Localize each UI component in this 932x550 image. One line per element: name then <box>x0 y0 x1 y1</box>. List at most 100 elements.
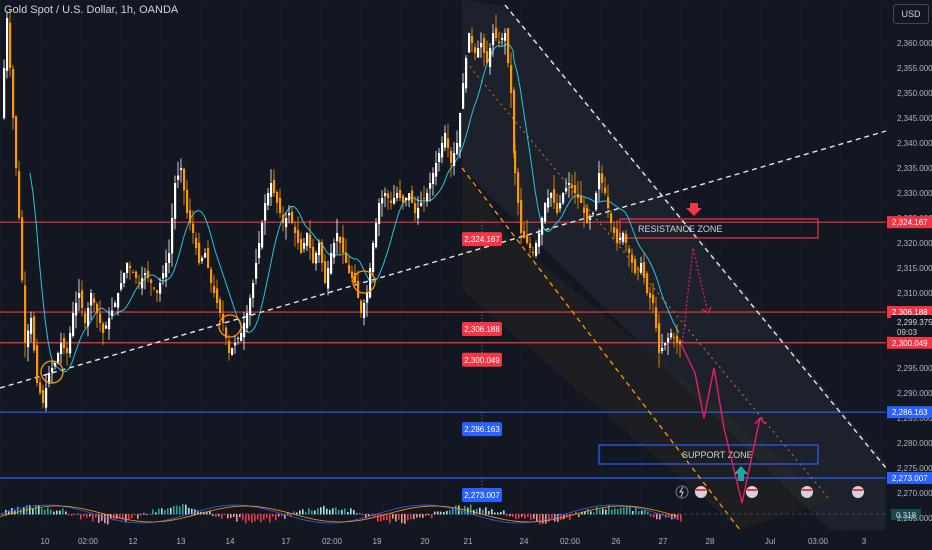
candle-body <box>288 213 291 216</box>
candle-body <box>601 173 604 183</box>
candle-body <box>177 175 180 180</box>
candles <box>3 9 682 412</box>
macd-bar <box>563 514 565 520</box>
candle-body <box>673 336 676 338</box>
channel-midline[interactable] <box>465 61 831 501</box>
candle-body <box>396 193 399 199</box>
resistance-projection[interactable] <box>681 247 709 347</box>
macd-bar <box>341 509 343 515</box>
macd-bar <box>659 514 661 520</box>
candle-body <box>60 343 63 354</box>
macd-bar <box>224 514 226 516</box>
candle-body <box>294 226 297 233</box>
level-tag[interactable] <box>462 422 502 437</box>
candle-body <box>517 172 520 203</box>
candle-body <box>234 343 237 346</box>
macd-bar <box>338 510 340 515</box>
price-axis[interactable]: 2,360.000 2,355.000 2,350.000 2,345.000 2,34… <box>897 39 932 548</box>
support-zone-box[interactable] <box>598 444 819 465</box>
descending-upper-trendline[interactable] <box>504 4 887 469</box>
level-tag[interactable] <box>462 352 502 367</box>
level-tag-label: 2,324.167 <box>464 235 500 244</box>
candle-body <box>520 200 523 233</box>
up-arrow-icon <box>734 466 748 481</box>
level-tag[interactable] <box>462 487 502 502</box>
candle-body <box>300 238 303 253</box>
axis-level-label: 2,286.163 <box>892 408 928 417</box>
macd-bar <box>47 507 49 515</box>
candle-body <box>33 316 36 351</box>
ascending-trendline[interactable] <box>0 130 887 389</box>
price-tick-label: 2,280.000 <box>897 439 932 448</box>
candle-body <box>501 38 504 40</box>
time-tick-label: 17 <box>282 537 291 546</box>
candle-body <box>189 210 192 223</box>
price-tick-label: 2,330.000 <box>897 189 932 198</box>
candle-body <box>12 68 15 118</box>
price-tick-label: 2,295.000 <box>897 364 932 373</box>
descending-lower-trendline[interactable] <box>461 167 741 531</box>
macd-bar <box>626 506 628 515</box>
candle-body <box>339 236 342 243</box>
candle-body <box>27 330 30 348</box>
us-flag-icon[interactable] <box>852 486 864 498</box>
candle-body <box>577 194 580 198</box>
touch-circle[interactable] <box>218 314 242 338</box>
macd-bar <box>428 514 430 516</box>
candle-body <box>504 33 507 41</box>
level-tag[interactable] <box>462 322 502 337</box>
macd-bar <box>293 511 295 515</box>
us-flag-icon[interactable] <box>746 486 758 498</box>
touch-circle[interactable] <box>352 270 376 294</box>
candle-body <box>51 368 54 372</box>
candle-body <box>129 265 132 268</box>
macd-bar <box>536 514 538 522</box>
macd-bar <box>497 512 499 515</box>
level-tag[interactable] <box>462 232 502 247</box>
resistance-zone-box[interactable] <box>619 218 819 239</box>
candle-body <box>507 28 510 64</box>
macd-bar <box>146 514 148 516</box>
currency-button[interactable]: USD <box>893 4 929 24</box>
ma-line[interactable] <box>29 43 680 373</box>
inner-channel[interactable] <box>462 168 830 530</box>
macd-bar <box>227 514 229 519</box>
macd-bar <box>152 509 154 515</box>
macd-bar <box>41 508 43 515</box>
macd-bar <box>281 514 283 517</box>
current-price-countdown: 09:03 <box>897 328 918 337</box>
projected-path[interactable] <box>681 345 761 504</box>
price-tick-label: 2,290.000 <box>897 389 932 398</box>
candle-body <box>417 208 420 219</box>
macd-bar <box>671 514 673 520</box>
candle-body <box>228 340 231 353</box>
time-axis[interactable]: 10 02:00 12 13 14 17 02:00 19 20 21 24 02:00 26 27 28 J… <box>41 537 867 546</box>
macd-bar <box>512 514 514 517</box>
macd-bar <box>95 514 97 518</box>
candle-body <box>541 218 544 235</box>
macd-bar <box>140 514 142 516</box>
macd-bar <box>590 511 592 515</box>
price-tick-label: 2,320.000 <box>897 239 932 248</box>
candle-body <box>468 33 471 53</box>
touch-circle[interactable] <box>40 360 64 384</box>
current-price-tag <box>891 315 932 337</box>
descending-channel[interactable] <box>462 0 890 530</box>
candle-body <box>526 234 529 243</box>
price-tick-label: 2,270.000 <box>897 489 932 498</box>
flash-icon[interactable] <box>675 485 689 499</box>
us-flag-icon[interactable] <box>695 486 707 498</box>
macd-bar <box>305 512 307 515</box>
candle-body <box>547 198 550 208</box>
candle-body <box>357 281 360 298</box>
us-flag-icon[interactable] <box>801 486 813 498</box>
macd-bar <box>410 514 412 520</box>
candle-body <box>634 258 637 273</box>
candle-body <box>93 298 96 303</box>
macd-bar <box>554 514 556 522</box>
macd-bar <box>491 509 493 515</box>
candle-body <box>213 285 216 293</box>
macd-bar <box>389 514 391 524</box>
macd-value: 0.318 <box>896 511 917 520</box>
